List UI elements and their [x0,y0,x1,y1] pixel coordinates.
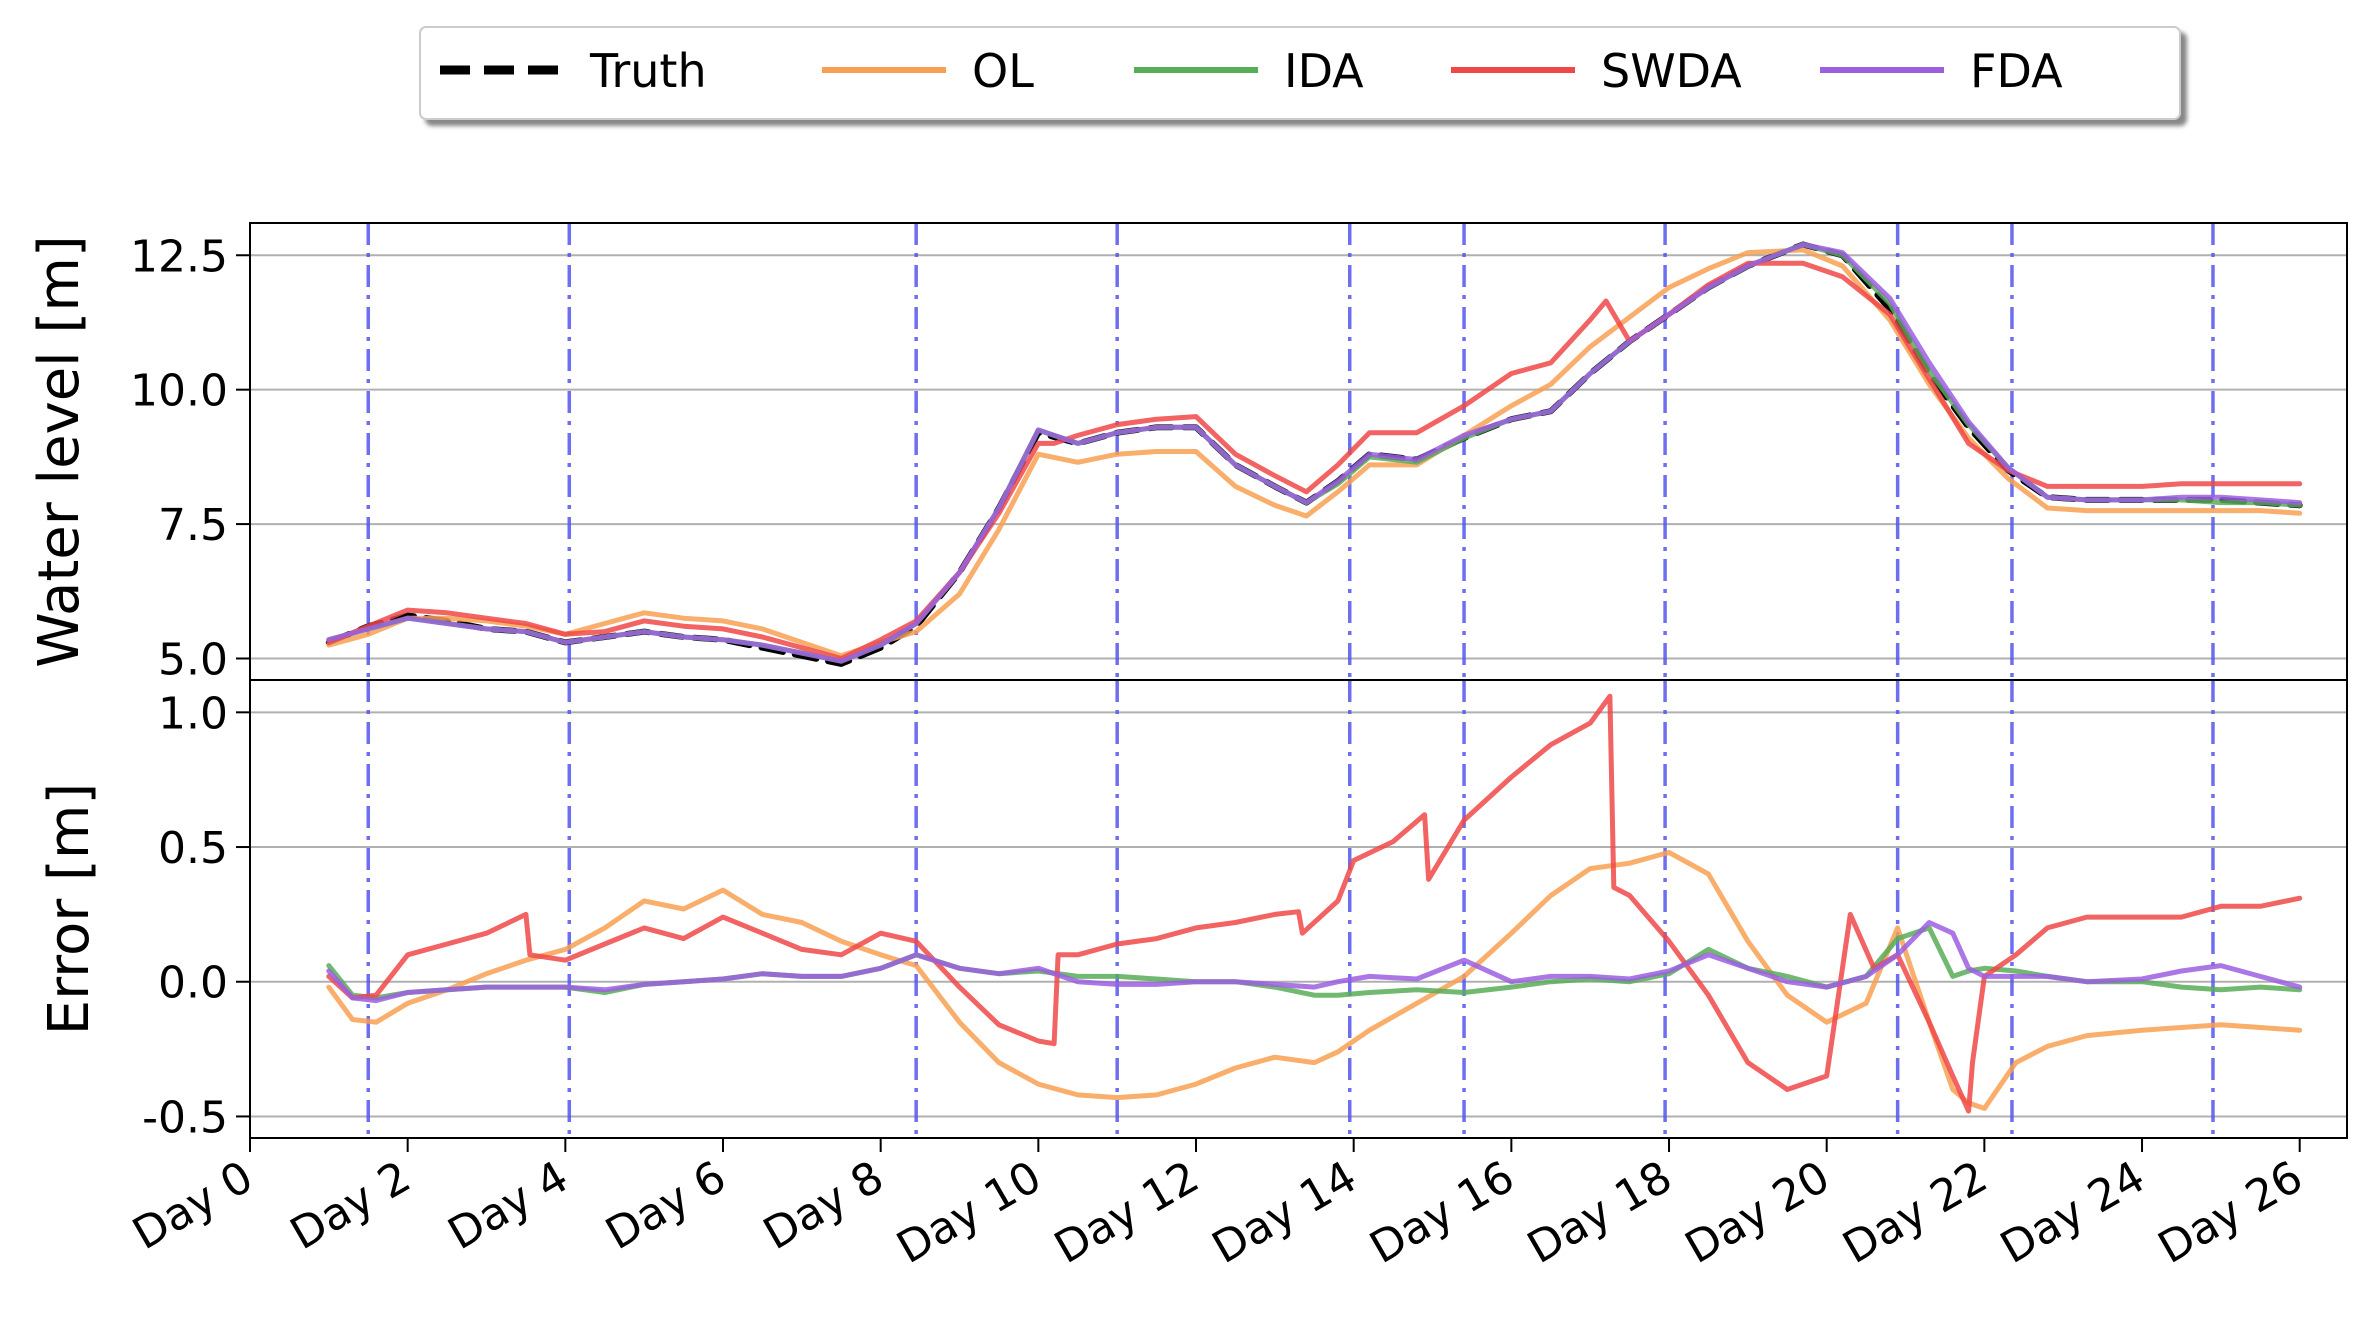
legend-entries: Truth OL IDA SWDA FDA [440,44,2063,98]
x-tick-label: Day 22 [1835,1151,1996,1274]
y-tick-label: 0.5 [158,823,228,874]
error-y-ticks: -0.5 0.0 0.5 1.0 [142,688,250,1143]
x-tick-label: Day 26 [2150,1151,2311,1274]
y-tick-label: 5.0 [158,634,228,685]
x-tick-label: Day 24 [1992,1151,2153,1274]
x-tick-label: Day 8 [755,1151,892,1260]
x-tick-label: Day 6 [597,1151,734,1260]
series-line-fda [326,242,2303,664]
x-tick-label: Day 18 [1519,1151,1680,1274]
legend-entry-ol: OL [822,44,1034,98]
x-tick-label: Day 2 [282,1151,419,1260]
water-level-grid [250,254,2347,660]
y-tick-label: 0.0 [158,958,228,1009]
series-line-swda [326,260,2303,661]
legend-entry-truth: Truth [440,44,707,98]
error-panel: -0.50.00.51.0 Day 0 Day 2 Day 4 Day 6 Day 8D… [37,679,2348,1274]
legend: Truth OL IDA SWDA FDA [419,26,2181,120]
x-tick-label: Day 16 [1362,1151,1523,1274]
x-tick-label: Day 20 [1677,1151,1838,1274]
water-level-panel: 5.0 7.5 10.0 12.5 Water level [m] [27,222,2348,685]
water-level-y-axis-label: Water level [m] [27,235,92,668]
y-tick-label: -0.5 [142,1092,228,1143]
legend-label-ol: OL [972,44,1034,98]
y-tick-label: 10.0 [130,366,228,417]
legend-entry-fda: FDA [1820,44,2063,98]
x-tick-label: Day 10 [889,1151,1050,1274]
water-level-plot-area [250,223,2347,680]
legend-label-fda: FDA [1970,44,2063,98]
y-tick-label: 1.0 [158,688,228,739]
legend-entry-ida: IDA [1134,44,1364,98]
water-level-assimilation-lines [366,223,2215,680]
x-tick-label: Day 14 [1204,1151,1365,1274]
x-tick-label: Day 12 [1046,1151,1207,1274]
y-tick-label: 7.5 [158,500,228,551]
legend-frame [419,26,2181,120]
x-tick-label: Day 0 [124,1151,261,1260]
y-tick-label: 12.5 [130,231,228,282]
legend-label-swda: SWDA [1601,44,1742,98]
error-grid [250,711,2347,1118]
error-plot-area [250,680,2347,1138]
error-series [326,693,2303,1114]
legend-label-truth: Truth [589,44,707,98]
water-level-y-ticks: 5.0 7.5 10.0 12.5 [130,231,250,685]
error-y-axis-label: Error [m] [37,783,102,1036]
legend-entry-swda: SWDA [1451,44,1742,98]
x-tick-label: Day 4 [440,1151,577,1260]
series-line-swda [326,693,2303,1114]
legend-label-ida: IDA [1284,44,1364,98]
water-level-series [325,241,2303,667]
error-axes-frame [249,679,2348,1139]
series-line-fda [326,920,2303,1004]
